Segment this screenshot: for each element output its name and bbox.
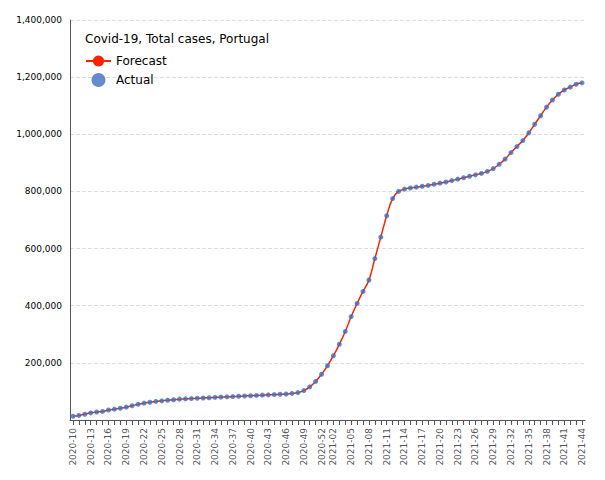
- svg-text:2021-44: 2021-44: [577, 428, 587, 466]
- svg-text:2020-10: 2020-10: [68, 428, 78, 466]
- svg-text:2021-02: 2021-02: [328, 428, 338, 466]
- svg-text:2020-40: 2020-40: [246, 428, 256, 466]
- svg-text:400,000: 400,000: [25, 301, 62, 311]
- svg-text:600,000: 600,000: [25, 244, 62, 254]
- svg-text:2021-41: 2021-41: [559, 428, 569, 466]
- svg-text:2020-13: 2020-13: [86, 428, 96, 466]
- svg-text:2020-49: 2020-49: [299, 428, 309, 466]
- svg-text:2020-43: 2020-43: [263, 428, 273, 466]
- svg-text:800,000: 800,000: [25, 186, 62, 196]
- svg-text:2020-34: 2020-34: [210, 428, 220, 466]
- svg-text:1,400,000: 1,400,000: [16, 15, 62, 25]
- svg-text:2021-05: 2021-05: [346, 428, 356, 466]
- svg-text:2021-23: 2021-23: [453, 428, 463, 466]
- svg-text:Actual: Actual: [116, 73, 154, 87]
- svg-text:2020-28: 2020-28: [175, 428, 185, 466]
- svg-text:2021-35: 2021-35: [524, 428, 534, 466]
- svg-text:200,000: 200,000: [25, 358, 62, 368]
- svg-text:1,000,000: 1,000,000: [16, 129, 62, 139]
- svg-text:2021-08: 2021-08: [364, 428, 374, 466]
- svg-text:2021-26: 2021-26: [470, 428, 480, 466]
- svg-text:2021-11: 2021-11: [382, 428, 392, 466]
- svg-text:1,200,000: 1,200,000: [16, 72, 62, 82]
- svg-text:2020-19: 2020-19: [121, 428, 131, 466]
- svg-text:Forecast: Forecast: [116, 54, 167, 68]
- svg-text:2020-16: 2020-16: [103, 428, 113, 466]
- svg-text:2021-14: 2021-14: [399, 428, 409, 466]
- svg-text:2020-25: 2020-25: [157, 428, 167, 466]
- svg-text:Covid-19, Total cases, Portuga: Covid-19, Total cases, Portugal: [85, 32, 269, 46]
- svg-text:2020-46: 2020-46: [281, 428, 291, 466]
- svg-text:2020-31: 2020-31: [192, 428, 202, 466]
- svg-text:2020-52: 2020-52: [317, 428, 327, 466]
- svg-text:2020-37: 2020-37: [228, 428, 238, 466]
- svg-text:2021-17: 2021-17: [417, 428, 427, 466]
- svg-text:2021-38: 2021-38: [542, 428, 552, 466]
- svg-text:2021-32: 2021-32: [506, 428, 516, 466]
- svg-text:2020-22: 2020-22: [139, 428, 149, 466]
- svg-text:2021-29: 2021-29: [488, 428, 498, 466]
- svg-text:2021-20: 2021-20: [435, 428, 445, 466]
